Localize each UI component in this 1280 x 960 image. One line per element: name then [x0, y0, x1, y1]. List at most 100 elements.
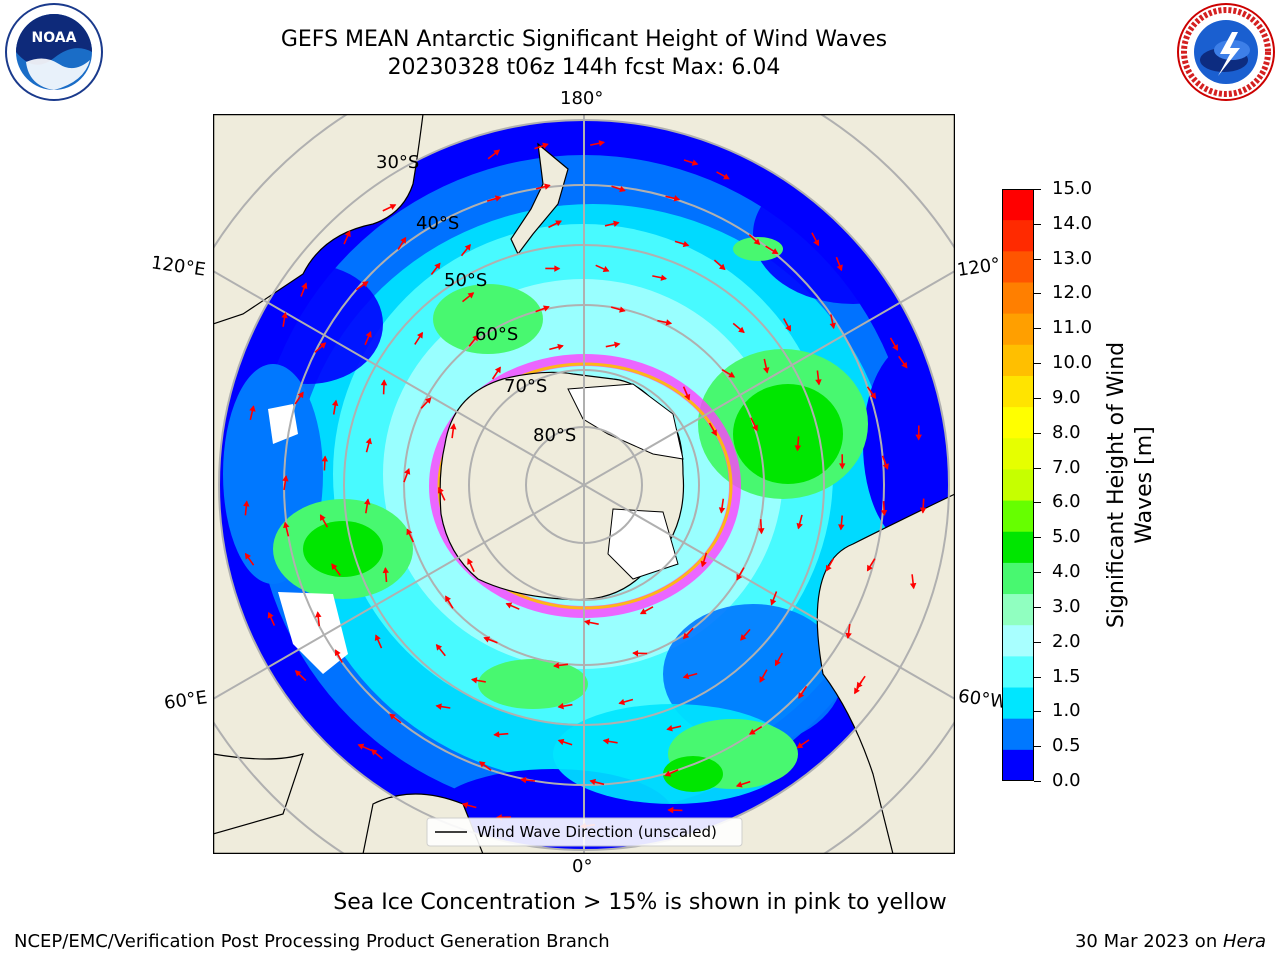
- wave-direction-arrowhead: [882, 463, 889, 470]
- colorbar-bin: [1002, 220, 1034, 252]
- wave-direction-arrowhead: [723, 173, 730, 180]
- wave-direction-arrowhead: [483, 636, 491, 643]
- map-legend: Wind Wave Direction (unscaled): [426, 817, 743, 847]
- wave-direction-arrowhead: [618, 698, 626, 706]
- colorbar-tick-mark: [1034, 258, 1041, 260]
- wave-direction-arrowhead: [598, 140, 606, 147]
- wave-direction-arrowhead: [331, 399, 339, 407]
- colorbar-tick-label: 7.0: [1052, 456, 1081, 478]
- colorbar-tick-label: 11.0: [1052, 317, 1093, 339]
- wave-direction-arrowhead: [614, 341, 621, 349]
- wave-direction-arrowhead: [243, 500, 250, 507]
- wave-direction-arrowhead: [666, 725, 673, 732]
- colorbar-bin: [1002, 718, 1034, 751]
- wave-zone-south-pacific-west: [433, 284, 543, 354]
- wave-direction-arrowhead: [554, 265, 561, 272]
- colorbar-bin: [1002, 656, 1034, 689]
- wave-direction-arrowhead: [406, 528, 413, 536]
- colorbar-tick-label: 13.0: [1052, 247, 1093, 269]
- wind-wave-arrows: [243, 140, 927, 830]
- lat-label-30s: 30°S: [376, 152, 420, 173]
- wave-direction-arrowhead: [297, 391, 304, 399]
- wave-direction-arrowhead: [364, 498, 371, 505]
- colorbar-tick-label: 5.0: [1052, 526, 1081, 548]
- wave-direction-arrowhead: [796, 742, 804, 749]
- wave-direction-arrowhead: [389, 713, 396, 720]
- legend-label: Wind Wave Direction (unscaled): [477, 823, 717, 841]
- wave-direction-arrowhead: [619, 186, 626, 193]
- wave-direction-arrowhead: [542, 142, 549, 149]
- colorbar-tick-mark: [1034, 711, 1041, 713]
- wave-direction-arrowhead: [494, 195, 502, 202]
- wave-direction-arrowhead: [365, 437, 372, 445]
- wave-direction-arrowhead: [728, 371, 736, 378]
- wave-direction-arrowhead: [845, 632, 852, 639]
- wave-direction-arrowhead: [283, 521, 290, 529]
- wave-direction-arrowhead: [362, 281, 369, 288]
- lon-label-upper-right: 120°: [955, 254, 1002, 281]
- wave-direction-arrowhead: [555, 220, 562, 227]
- wave-direction-arrowhead: [752, 424, 758, 432]
- colorbar-bin: [1002, 407, 1034, 439]
- wave-direction-arrowhead: [544, 183, 551, 190]
- wave-direction-arrowhead: [919, 507, 927, 514]
- colorbar-bin: [1002, 500, 1034, 533]
- wave-direction-arrowhead: [673, 195, 681, 202]
- wave-direction-arrowhead: [478, 761, 486, 768]
- colorbar-tick-label: 2.0: [1052, 630, 1081, 652]
- colorbar: [1002, 189, 1034, 781]
- wave-direction-arrowhead: [909, 582, 917, 590]
- africa-landmass: [213, 753, 304, 835]
- chart-title-line1: GEFS MEAN Antarctic Significant Height o…: [280, 27, 888, 52]
- wave-direction-arrowhead: [665, 319, 673, 326]
- wave-direction-arrowhead: [796, 522, 803, 530]
- colorbar-label-line1: Significant Height of Wind: [1104, 341, 1129, 629]
- wave-direction-arrowhead: [520, 776, 527, 784]
- wave-direction-arrowhead: [249, 405, 256, 412]
- lon-label-top: 180°: [560, 88, 604, 109]
- colorbar-bin: [1002, 375, 1034, 408]
- wave-direction-arrowhead: [735, 781, 743, 788]
- wave-direction-arrowhead: [557, 343, 564, 351]
- wave-direction-arrowhead: [281, 311, 288, 319]
- colorbar-bin: [1002, 251, 1034, 283]
- wave-direction-arrowhead: [753, 238, 761, 246]
- colorbar-bin: [1002, 344, 1034, 377]
- wave-direction-arrowhead: [700, 560, 707, 568]
- lon-label-upper-left: 120°E: [149, 252, 207, 281]
- wave-direction-arrowhead: [632, 650, 639, 657]
- colorbar-bin: [1002, 531, 1034, 564]
- wave-direction-arrowhead: [691, 159, 699, 166]
- wave-direction-arrowhead: [404, 468, 411, 475]
- wave-direction-arrowhead: [445, 595, 451, 603]
- wave-direction-arrowhead: [763, 367, 770, 374]
- colorbar-frame: [1002, 189, 1034, 781]
- footer-date: 30 Mar 2023 on Hera: [1075, 931, 1266, 952]
- wave-direction-arrowhead: [267, 611, 274, 619]
- colorbar-bin: [1002, 438, 1034, 470]
- wave-direction-arrowhead: [660, 274, 668, 281]
- colorbar-tick-label: 10.0: [1052, 352, 1093, 374]
- colorbar-tick-mark: [1034, 293, 1041, 295]
- colorbar-tick-mark: [1034, 641, 1041, 643]
- colorbar-tick-label: 14.0: [1052, 212, 1093, 234]
- colorbar-tick-label: 1.0: [1052, 700, 1081, 722]
- wave-direction-arrowhead: [583, 619, 591, 626]
- colorbar-tick-label: 9.0: [1052, 386, 1081, 408]
- wave-direction-arrowhead: [557, 738, 565, 746]
- wave-direction-arrowhead: [315, 611, 322, 618]
- lat-label-70s: 70°S: [504, 376, 548, 397]
- wave-direction-arrowhead: [374, 634, 381, 641]
- wave-direction-arrowhead: [738, 326, 745, 334]
- colorbar-tick-mark: [1034, 537, 1041, 539]
- colorbar-tick-label: 1.5: [1052, 665, 1081, 687]
- colorbar-bin: [1002, 282, 1034, 315]
- wave-direction-arrowhead: [838, 524, 845, 531]
- wave-direction-arrowhead: [449, 423, 457, 430]
- wave-direction-arrowhead: [758, 528, 765, 535]
- wave-direction-arrowhead: [244, 552, 251, 560]
- wave-direction-arrowhead: [464, 243, 471, 251]
- wave-direction-arrowhead: [589, 778, 597, 786]
- colorbar-bin: [1002, 189, 1034, 221]
- wave-direction-arrowhead: [357, 743, 365, 750]
